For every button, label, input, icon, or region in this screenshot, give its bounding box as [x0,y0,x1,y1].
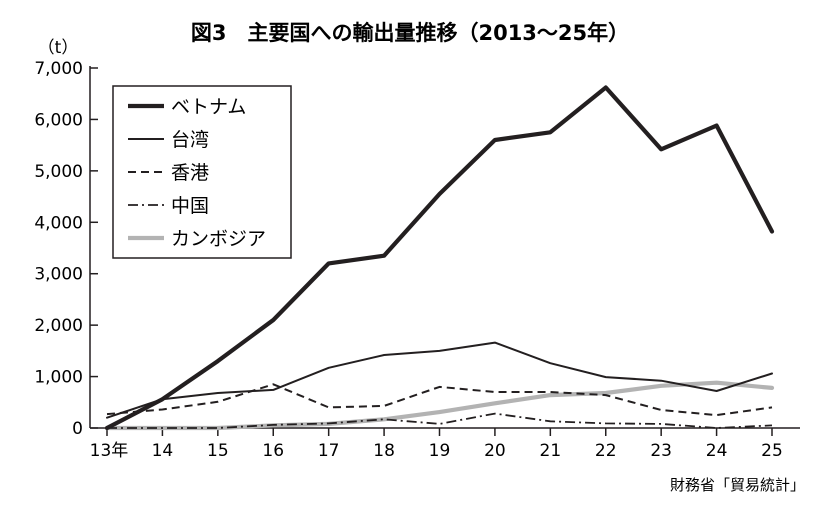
x-tick-label: 17 [318,441,340,461]
series-line-4 [107,412,773,429]
chart-title: 図3 主要国への輸出量推移（2013〜25年） [191,21,629,45]
legend-label: 台湾 [171,129,209,151]
y-tick-label: 0 [72,419,83,439]
y-tick-label: 1,000 [34,368,83,388]
y-tick-label: 5,000 [34,162,83,182]
series-line-1 [104,85,775,431]
x-tick-label: 22 [595,441,617,461]
x-tick-label: 23 [650,441,672,461]
x-tick-label: 16 [262,441,284,461]
legend-label: カンボジア [171,228,266,250]
series-lines [104,85,775,431]
y-axis-ticks: 0 1,000 2,000 3,000 4,000 5,000 6,000 7,000 [34,59,98,439]
y-tick-label: 3,000 [34,265,83,285]
x-tick-label: 19 [429,441,451,461]
legend-label: ベトナム [171,96,246,118]
y-tick-label: 6,000 [34,110,83,130]
x-tick-label: 20 [484,441,506,461]
y-axis-unit: （t） [38,38,79,58]
y-tick-label: 7,000 [34,59,83,79]
legend-label: 中国 [171,195,209,217]
y-tick-label: 2,000 [34,316,83,336]
x-tick-label: 15 [207,441,229,461]
series-line-5 [104,380,775,431]
x-axis-ticks: 13年 14 15 16 17 18 19 20 21 22 23 24 25 [90,428,783,461]
series-line-3 [106,383,773,417]
x-tick-label: 21 [540,441,562,461]
x-tick-label: 24 [706,441,728,461]
x-tick-label: 14 [152,441,174,461]
series-line-2 [106,341,773,419]
x-tick-label: 18 [373,441,395,461]
x-tick-label: 25 [761,441,783,461]
legend-label: 香港 [171,162,209,184]
y-tick-label: 4,000 [34,213,83,233]
source-note: 財務省「貿易統計」 [670,476,805,494]
x-tick-label: 13年 [90,441,129,461]
